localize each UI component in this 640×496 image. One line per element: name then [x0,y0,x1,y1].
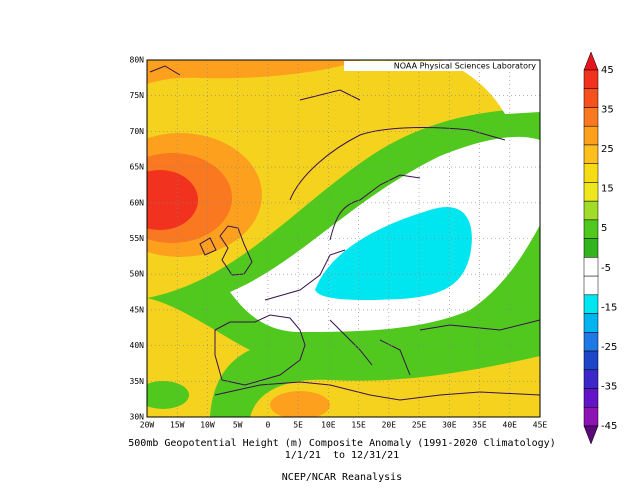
colorbar-segment [583,51,599,71]
lat-label: 75N [130,91,145,100]
lat-label: 45N [130,305,145,314]
colorbar-label: -15 [601,302,617,313]
credit: NOAA Physical Sciences Laboratory [394,62,537,71]
lat-label: 35N [130,377,145,386]
colorbar-segment [583,369,599,389]
lon-label: 30E [442,421,457,430]
colorbar-label: -5 [601,263,611,274]
colorbar-label: -45 [601,421,617,432]
lon-label: 5W [233,421,243,430]
colorbar-segment [583,407,599,427]
colorbar-segment [583,425,599,445]
lat-label: 40N [130,341,145,350]
colorbar-label: 45 [601,65,614,76]
anomaly-field [147,60,540,417]
lon-label: 10W [200,421,215,430]
colorbar-segment [583,332,599,352]
lon-label: 20W [140,421,155,430]
colorbar-segment [583,125,599,146]
colorbar-segment [583,238,599,258]
field-cyan [315,206,472,301]
lon-label: 45E [533,421,548,430]
field-orange-south [270,391,330,417]
field-white-ne [440,60,540,114]
colorbar-segment [583,219,599,239]
lat-label: 70N [130,127,145,136]
lon-label: 20E [382,421,397,430]
lat-label: 60N [130,198,145,207]
colorbar-segment [583,200,599,221]
colorbar-label: 5 [601,223,607,234]
colorbar-label: 35 [601,105,614,116]
colorbar-segment [583,88,599,108]
colorbar-segment [583,144,599,164]
lon-label: 15W [170,421,185,430]
colorbar-label: -35 [601,381,617,392]
graticule [147,60,540,417]
credit-box [344,61,539,71]
lon-label: 5E [293,421,303,430]
colorbar-segment [583,163,599,183]
lon-label: 10E [321,421,336,430]
colorbar-segment [583,257,599,277]
colorbar-label: -25 [601,342,617,353]
lat-label: 65N [130,163,145,172]
field-orange-north [147,60,360,84]
lat-label: 50N [130,270,145,279]
caption-period: 1/1/21 to 12/31/21 [285,450,399,461]
caption-source: NCEP/NCAR Reanalysis [282,472,402,483]
colorbar-segment [583,275,599,296]
lon-label: 40E [503,421,518,430]
caption-title: 500mb Geopotential Height (m) Composite … [128,438,555,449]
map-frame [146,59,541,418]
lon-label: 35E [472,421,487,430]
field-red [147,170,198,230]
colorbar-segment [583,313,599,333]
colorbar-label: 25 [601,144,614,155]
coastlines [149,65,540,401]
colorbar-segment [583,388,599,408]
lon-label: 25E [412,421,427,430]
lat-label: 55N [130,234,145,243]
lat-label: 80N [130,56,145,65]
lon-label: 15E [351,421,366,430]
colorbar-segment [583,182,599,202]
lat-label: 30N [130,413,145,422]
colorbar-segment [583,294,599,314]
colorbar-segment [583,107,599,127]
field-green-west [147,381,189,409]
colorbar-segment [583,350,599,371]
lon-label: 0 [266,421,271,430]
colorbar-label: 15 [601,184,614,195]
colorbar-segment [583,69,599,89]
